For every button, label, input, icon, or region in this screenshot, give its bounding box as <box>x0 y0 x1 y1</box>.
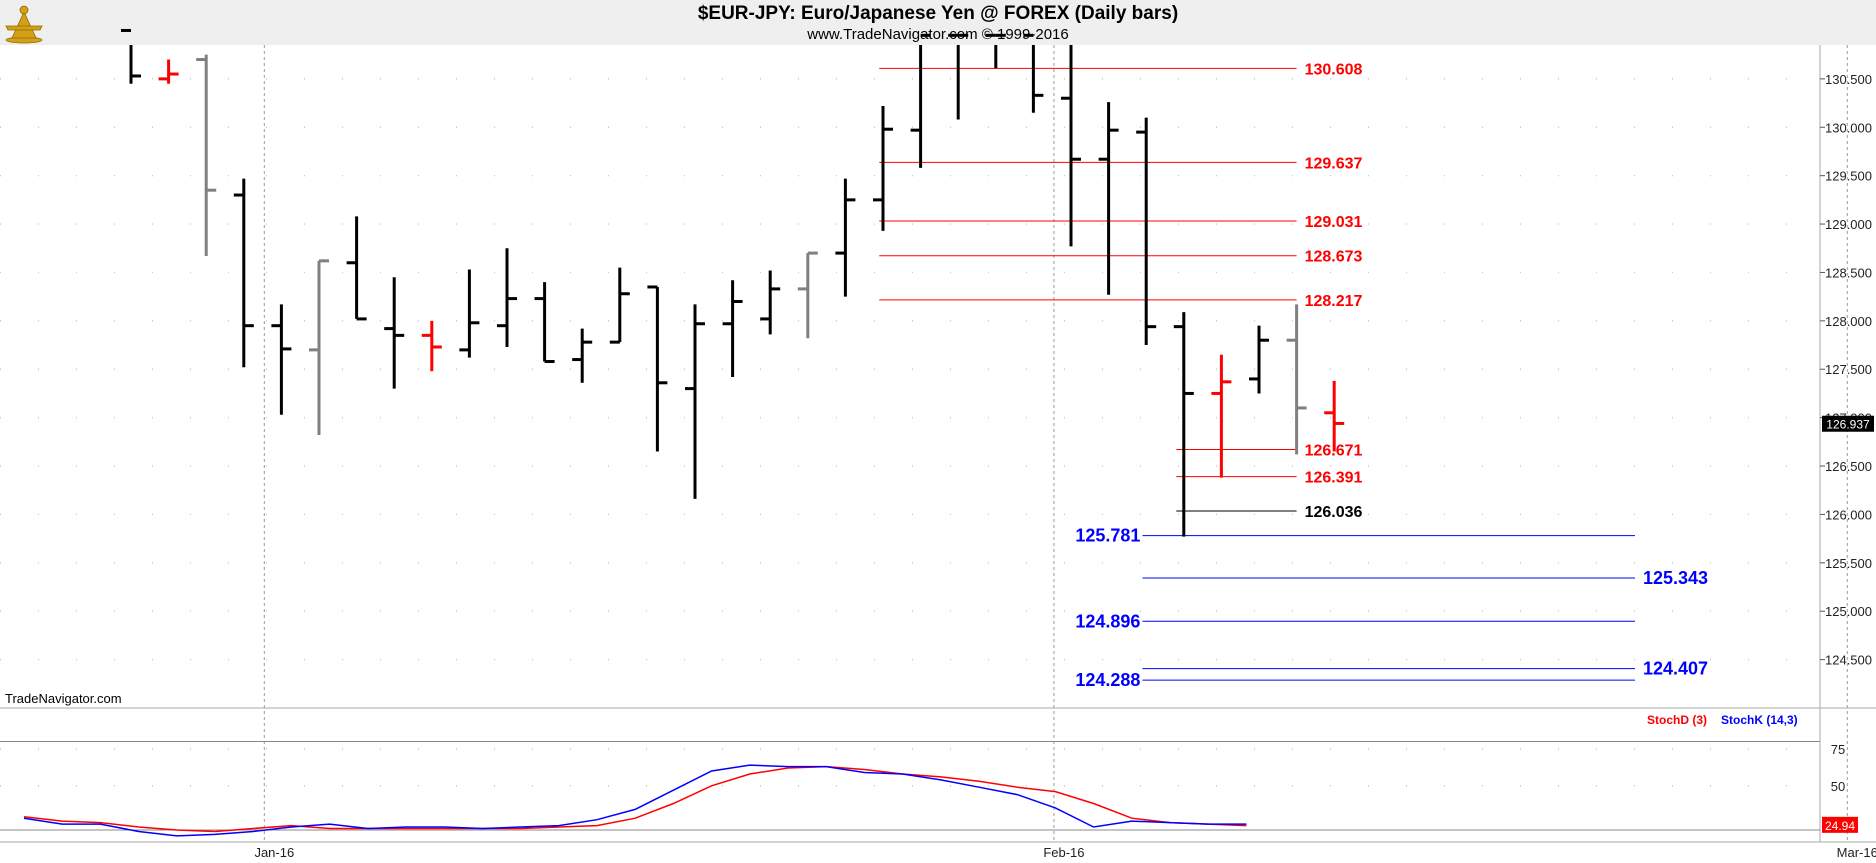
ohlc-bar <box>534 282 555 363</box>
ohlc-bar <box>384 277 405 389</box>
chart-title: $EUR-JPY: Euro/Japanese Yen @ FOREX (Dai… <box>697 3 1179 24</box>
ohlc-bar <box>309 259 329 436</box>
ohlc-bar <box>722 280 743 377</box>
last-price-tag <box>1822 415 1874 432</box>
y-tick-label: 124.500 <box>1825 653 1872 668</box>
ohlc-bar <box>647 285 668 452</box>
y-tick-label: 128.500 <box>1825 265 1872 280</box>
level-label: 128.673 <box>1305 249 1363 266</box>
stoch-y-tick-label: 50 <box>1831 779 1845 794</box>
level-label: 125.343 <box>1643 568 1708 588</box>
level-label: 128.217 <box>1305 293 1363 310</box>
stoch-last-tag <box>1822 816 1858 833</box>
chart-header <box>0 0 1876 45</box>
ohlc-bar <box>985 33 1006 69</box>
ohlc-bar <box>196 54 217 256</box>
ohlc-bar <box>1286 304 1307 455</box>
y-tick-label: 125.000 <box>1825 604 1872 619</box>
trade-navigator-logo-icon <box>5 5 43 44</box>
level-label: 125.781 <box>1075 526 1140 546</box>
legend-stochk: StochK (14,3) <box>1721 713 1798 727</box>
y-tick-label: 130.000 <box>1825 120 1872 135</box>
ohlc-bar <box>572 328 593 383</box>
ohlc-bar <box>421 320 442 372</box>
x-tick-label: Mar-16 <box>1837 845 1876 860</box>
x-tick-label: Jan-16 <box>254 845 294 860</box>
ohlc-bar <box>910 33 931 168</box>
ohlc-bar <box>1023 33 1044 113</box>
level-label: 126.391 <box>1305 470 1363 487</box>
ohlc-bar <box>121 28 141 84</box>
level-lines-layer: 130.608129.637129.031128.673128.217126.6… <box>879 61 1708 690</box>
stochastic-panel: 50 75 StochD (3) StochK (14,3) 24.94 <box>0 713 1858 837</box>
y-tick-label: 125.500 <box>1825 556 1872 571</box>
level-label: 124.288 <box>1075 670 1140 690</box>
x-tick-label: Feb-16 <box>1043 845 1084 860</box>
y-tick-label: 126.000 <box>1825 507 1872 522</box>
ohlc-bar <box>158 59 179 84</box>
ohlc-bar <box>233 178 254 368</box>
ohlc-bar <box>271 304 292 415</box>
ohlc-bar <box>1211 354 1232 478</box>
y-tick-label: 129.000 <box>1825 217 1872 232</box>
level-label: 124.896 <box>1075 611 1140 631</box>
ohlc-bar <box>346 216 367 321</box>
y-tick-label: 128.000 <box>1825 314 1872 329</box>
y-tick-label: 129.500 <box>1825 169 1872 184</box>
stoch-y-tick-label: 75 <box>1831 742 1845 757</box>
y-tick-label: 127.500 <box>1825 362 1872 377</box>
ohlc-bar <box>760 270 781 335</box>
last-price-label: 126.937 <box>1826 418 1870 432</box>
ohlc-bar <box>873 105 893 231</box>
ohlc-bar <box>609 267 630 344</box>
ohlc-bar <box>835 178 856 297</box>
watermark-text: TradeNavigator.com <box>5 691 122 706</box>
ohlc-bar <box>948 33 969 120</box>
level-label: 124.407 <box>1643 659 1708 679</box>
ohlc-bar <box>685 304 705 499</box>
level-label: 129.637 <box>1305 155 1363 172</box>
ohlc-bar <box>1324 380 1345 452</box>
ohlc-bar <box>1249 325 1269 394</box>
ohlc-bar <box>1098 102 1119 295</box>
ohlc-bar <box>459 269 480 358</box>
level-label: 130.608 <box>1305 61 1363 78</box>
ohlc-bar <box>1136 117 1157 346</box>
stochd-series-line <box>23 765 1247 833</box>
axes-layer: 124.500125.000125.500126.000126.500127.0… <box>0 45 1876 860</box>
price-bars-layer <box>121 28 1345 537</box>
stochk-series-line <box>23 764 1247 837</box>
ohlc-bar <box>1061 45 1081 247</box>
y-tick-label: 130.500 <box>1825 72 1872 87</box>
grid-layer <box>0 45 1848 840</box>
ohlc-bar <box>497 248 517 347</box>
level-label: 126.036 <box>1305 504 1363 521</box>
y-tick-label: 126.500 <box>1825 459 1872 474</box>
ohlc-bar <box>797 251 818 339</box>
stoch-last-label: 24.94 <box>1825 819 1855 833</box>
ohlc-bar <box>1173 312 1194 537</box>
chart-subtitle: www.TradeNavigator.com © 1999-2016 <box>807 26 1069 43</box>
level-label: 129.031 <box>1305 214 1363 231</box>
legend-stochd: StochD (3) <box>1647 713 1707 727</box>
